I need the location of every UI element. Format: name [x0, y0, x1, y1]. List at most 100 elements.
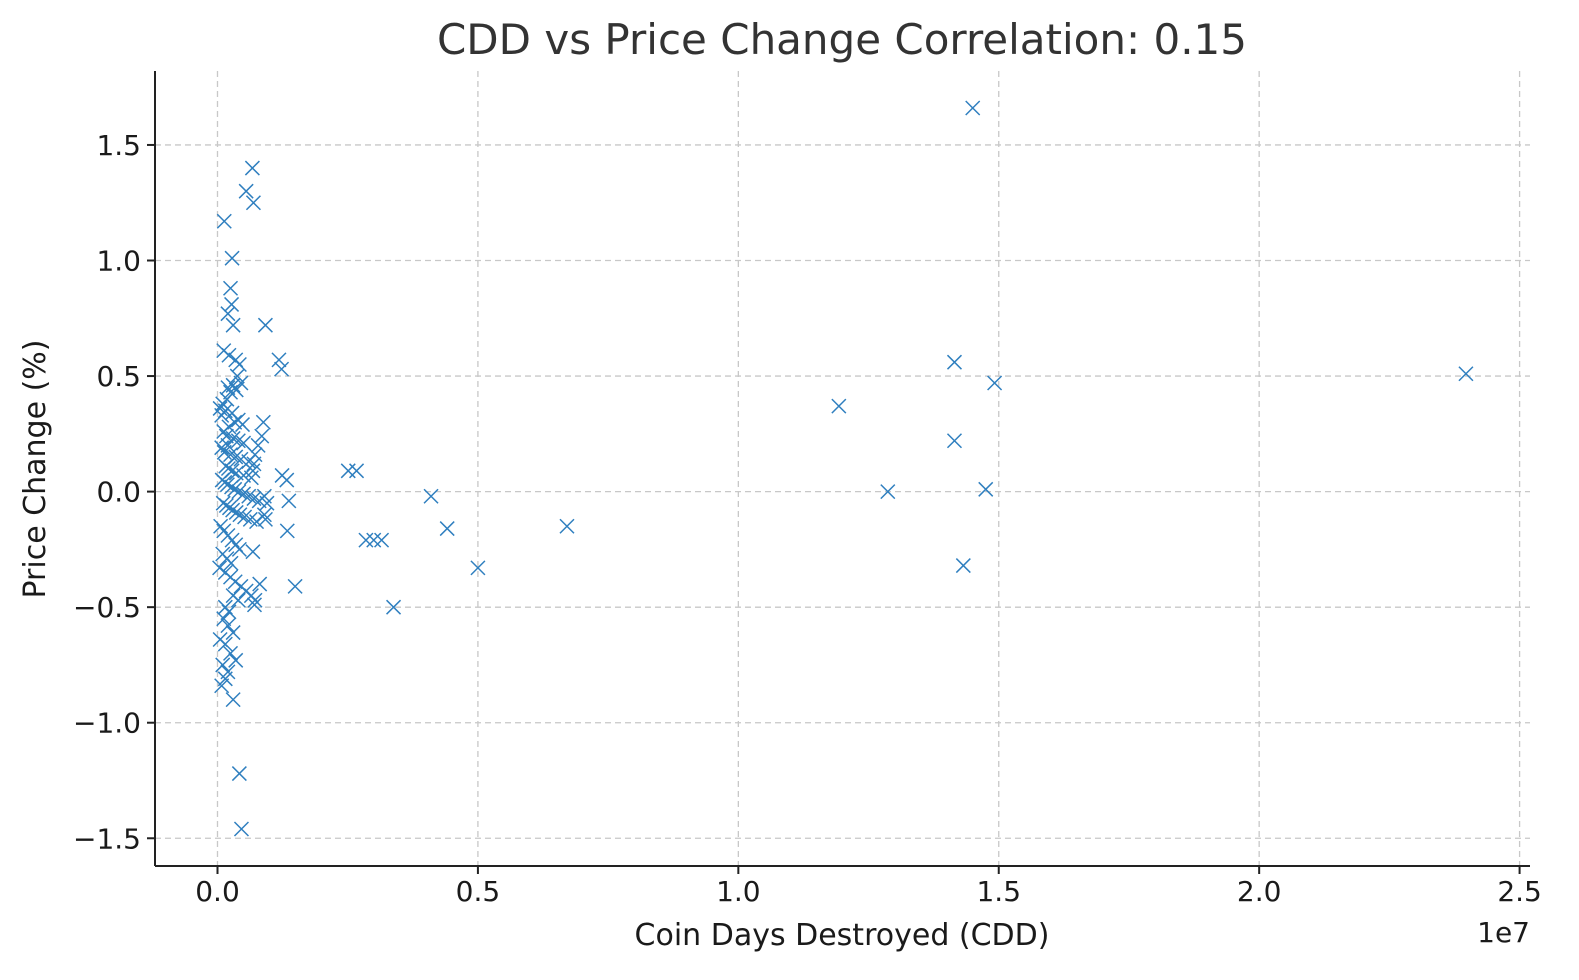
data-point	[946, 433, 963, 449]
data-point	[230, 433, 246, 449]
data-point	[220, 618, 236, 634]
data-point	[279, 472, 295, 488]
data-point	[238, 183, 254, 199]
data-point	[234, 417, 251, 433]
x-tick-label: 0.0	[195, 875, 240, 908]
data-point	[358, 532, 374, 548]
data-point	[279, 523, 295, 539]
data-point	[228, 504, 244, 520]
data-point	[225, 502, 241, 518]
data-point	[236, 486, 252, 502]
y-tick-label: 1.0	[96, 245, 141, 278]
data-point	[252, 576, 268, 592]
y-tick-label: 1.5	[96, 129, 141, 162]
x-axis-label: Coin Days Destroyed (CDD)	[635, 918, 1050, 953]
data-point	[214, 440, 230, 456]
data-point	[247, 447, 263, 463]
data-point	[271, 352, 287, 368]
data-point	[287, 578, 303, 594]
data-point	[244, 160, 260, 176]
data-point	[230, 592, 246, 608]
data-point	[225, 625, 241, 641]
data-point	[222, 280, 239, 296]
data-point	[217, 636, 233, 652]
data-point	[222, 447, 239, 463]
x-tick-label: 0.5	[456, 875, 501, 908]
data-point	[245, 463, 261, 479]
data-point	[374, 532, 390, 548]
data-point	[231, 484, 247, 500]
y-ticks: −1.5 −1.0 −0.5 0.0 0.5 1.0 1.5	[73, 129, 155, 855]
data-point	[247, 592, 263, 608]
data-point	[232, 507, 248, 523]
data-point	[254, 428, 270, 444]
data-point	[386, 599, 402, 615]
chart-title: CDD vs Price Change Correlation: 0.15	[437, 15, 1247, 64]
data-point	[1458, 366, 1474, 382]
data-point	[216, 213, 232, 229]
data-point	[349, 463, 365, 479]
data-point	[439, 521, 455, 537]
data-point	[217, 671, 233, 687]
data-point	[231, 766, 247, 782]
x-gridlines	[216, 71, 1521, 866]
data-point	[227, 481, 243, 497]
data-point	[225, 317, 241, 333]
y-tick-label: 0.0	[96, 476, 141, 509]
data-point	[221, 604, 237, 620]
data-point	[831, 398, 847, 414]
y-axis-label: Price Change (%)	[18, 339, 53, 598]
data-point	[231, 541, 247, 557]
y-tick-label: 0.5	[96, 360, 141, 393]
scatter-points	[212, 100, 1474, 837]
data-point	[281, 493, 297, 509]
data-point	[880, 484, 896, 500]
data-point	[219, 477, 235, 493]
data-point	[213, 518, 229, 534]
y-tick-label: −0.5	[73, 591, 141, 624]
data-point	[224, 250, 240, 266]
x-tick-label: 1.5	[976, 875, 1021, 908]
data-point	[220, 380, 236, 396]
data-point	[559, 518, 575, 534]
data-point	[274, 361, 290, 377]
data-point	[257, 317, 273, 333]
data-point	[216, 611, 232, 627]
x-tick-label: 2.0	[1237, 875, 1282, 908]
data-point	[228, 652, 244, 668]
y-tick-label: −1.0	[73, 707, 141, 740]
data-point	[423, 488, 439, 504]
data-point	[229, 368, 245, 384]
data-point	[216, 423, 232, 440]
data-point	[955, 558, 971, 574]
data-point	[241, 488, 257, 504]
data-point	[220, 460, 236, 477]
x-ticks: 0.0 0.5 1.0 1.5 2.0 2.5	[195, 866, 1542, 908]
data-point	[250, 437, 266, 453]
data-point	[255, 414, 271, 430]
data-point	[221, 347, 237, 363]
data-point	[340, 463, 356, 479]
x-tick-label: 2.5	[1497, 875, 1542, 908]
data-point	[946, 354, 963, 370]
data-point	[470, 560, 486, 576]
data-point	[223, 555, 239, 571]
data-point	[222, 384, 239, 400]
x-offset-label: 1e7	[1477, 916, 1530, 949]
data-point	[246, 491, 262, 507]
y-tick-label: −1.5	[73, 822, 141, 855]
data-point	[220, 306, 236, 322]
data-point	[245, 544, 261, 560]
data-point	[246, 597, 263, 613]
data-point	[256, 507, 272, 523]
data-point	[215, 657, 231, 673]
data-point	[965, 100, 981, 116]
data-point	[987, 375, 1003, 391]
x-tick-label: 1.0	[716, 875, 761, 908]
y-gridlines	[155, 144, 1530, 839]
data-point	[259, 495, 275, 511]
data-point	[224, 296, 240, 312]
data-point	[222, 645, 239, 661]
data-point	[225, 430, 241, 446]
